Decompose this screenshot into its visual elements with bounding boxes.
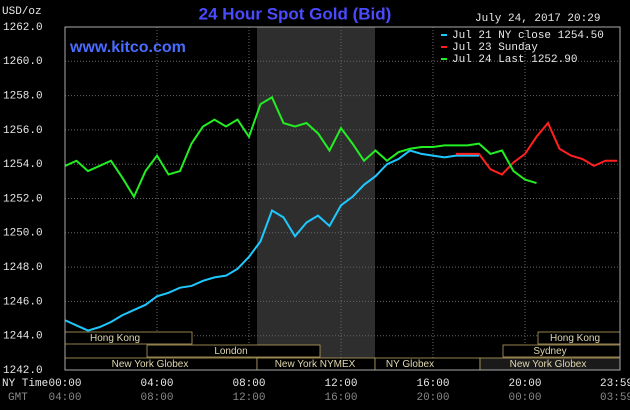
y-tick-label: 1254.0 — [3, 159, 43, 171]
y-tick-label: 1252.0 — [3, 193, 43, 205]
y-tick-label: 1256.0 — [3, 125, 43, 137]
session-bar — [146, 344, 321, 358]
timestamp: July 24, 2017 20:29 — [475, 13, 600, 25]
y-tick-label: 1248.0 — [3, 262, 43, 274]
gmt-tick-label: 03:59 — [600, 392, 630, 404]
y-axis-label: USD/oz — [2, 6, 42, 18]
x-tick-label: 20:00 — [508, 378, 541, 390]
y-tick-label: 1262.0 — [3, 22, 43, 34]
x-tick-label: 16:00 — [416, 378, 449, 390]
session-label: Hong Kong — [90, 333, 140, 344]
x-tick-label: 23:59 — [600, 378, 630, 390]
y-tick-label: 1244.0 — [3, 331, 43, 343]
x-tick-label: 04:00 — [140, 378, 173, 390]
chart-title: 24 Hour Spot Gold (Bid) — [199, 4, 392, 23]
x-tick-label: 00:00 — [48, 378, 81, 390]
gmt-tick-label: 00:00 — [508, 392, 541, 404]
session-label: NY Globex — [386, 359, 434, 370]
session-label: New York Globex — [112, 359, 189, 370]
session-label: New York Globex — [510, 359, 587, 370]
series-line — [456, 121, 617, 176]
y-tick-label: 1250.0 — [3, 228, 43, 240]
x-tick-label: 08:00 — [232, 378, 265, 390]
gmt-tick-label: 16:00 — [324, 392, 357, 404]
y-tick-label: 1242.0 — [3, 365, 43, 377]
series-line — [64, 95, 537, 199]
legend-label: Jul 21 NY close 1254.50 — [452, 30, 604, 42]
legend-label: Jul 24 Last 1252.90 — [452, 54, 577, 66]
gmt-tick-label: 08:00 — [140, 392, 173, 404]
y-tick-label: 1246.0 — [3, 296, 43, 308]
session-label: London — [214, 346, 247, 357]
plot-border — [64, 26, 621, 371]
x2-axis-label: GMT — [8, 392, 28, 404]
nymex-shade — [257, 27, 375, 370]
y-tick-label: 1260.0 — [3, 56, 43, 68]
subtitle: www.kitco.com — [69, 39, 186, 56]
series-line — [64, 149, 479, 332]
y-tick-label: 1258.0 — [3, 91, 43, 103]
x-tick-label: 12:00 — [324, 378, 357, 390]
gmt-tick-label: 20:00 — [416, 392, 449, 404]
session-label: Sydney — [533, 346, 566, 357]
session-label: Hong Kong — [550, 333, 600, 344]
gmt-tick-label: 12:00 — [232, 392, 265, 404]
gmt-tick-label: 04:00 — [48, 392, 81, 404]
x-axis-label: NY Time — [2, 378, 48, 390]
legend-label: Jul 23 Sunday — [452, 42, 538, 54]
session-label: New York NYMEX — [275, 359, 356, 370]
